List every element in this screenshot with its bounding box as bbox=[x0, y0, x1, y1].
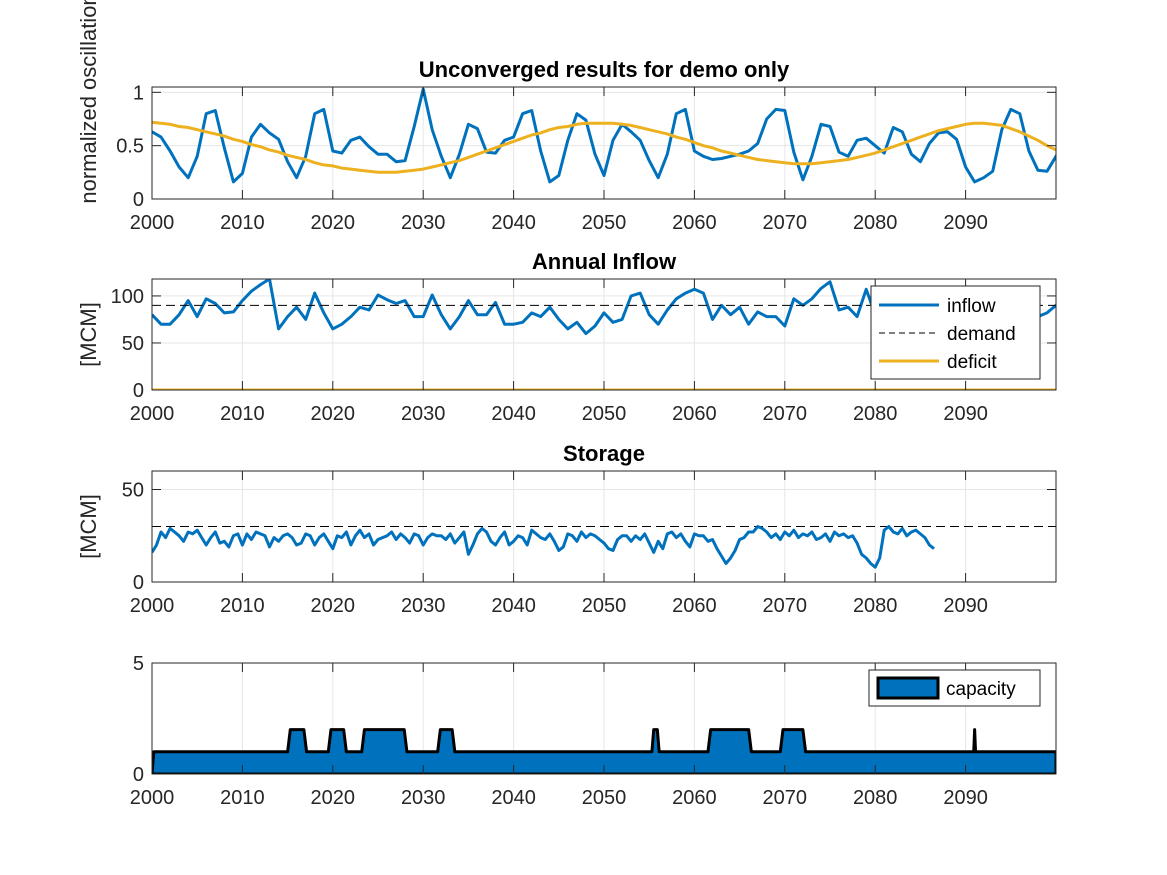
x-tick-label: 2070 bbox=[763, 403, 808, 425]
x-tick-label: 2080 bbox=[853, 595, 898, 617]
x-tick-label: 2060 bbox=[672, 595, 717, 617]
x-tick-label: 2010 bbox=[220, 212, 265, 234]
x-tick-label: 2090 bbox=[943, 787, 988, 809]
y-tick-label: 50 bbox=[122, 480, 144, 502]
legend: inflow demand deficit bbox=[870, 285, 1041, 380]
plot-title: Storage bbox=[563, 441, 645, 466]
x-tick-label: 2080 bbox=[853, 212, 898, 234]
x-tick-label: 2000 bbox=[130, 403, 175, 425]
y-axis-label: normalized oscillations bbox=[76, 0, 101, 204]
plot-title: Unconverged results for demo only bbox=[419, 57, 790, 82]
y-tick-label: 5 bbox=[133, 653, 144, 675]
x-tick-label: 2010 bbox=[220, 403, 265, 425]
x-tick-label: 2090 bbox=[943, 403, 988, 425]
x-tick-label: 2030 bbox=[401, 212, 446, 234]
x-tick-label: 2060 bbox=[672, 403, 717, 425]
x-tick-label: 2040 bbox=[491, 212, 536, 234]
x-tick-label: 2010 bbox=[220, 595, 265, 617]
legend-label-inflow: inflow bbox=[947, 296, 996, 317]
x-tick-label: 2050 bbox=[582, 595, 627, 617]
x-tick-label: 2050 bbox=[582, 212, 627, 234]
x-tick-label: 2040 bbox=[491, 403, 536, 425]
plot-2: 2000 2010 2020 2030 2040 2050 2060 2070 2080 2090… bbox=[76, 249, 1057, 425]
y-tick-label: 0.5 bbox=[116, 136, 144, 158]
y-tick-label: 1 bbox=[133, 82, 144, 104]
x-tick-label: 2010 bbox=[220, 787, 265, 809]
legend-label-capacity: capacity bbox=[946, 679, 1016, 700]
x-tick-label: 2000 bbox=[130, 787, 175, 809]
y-tick-label: 0 bbox=[133, 380, 144, 402]
y-tick-label: 0 bbox=[133, 572, 144, 594]
series-line-1 bbox=[152, 120, 1056, 174]
x-tick-label: 2030 bbox=[401, 595, 446, 617]
x-tick-label: 2090 bbox=[943, 212, 988, 234]
series-line-0 bbox=[152, 525, 935, 569]
x-tick-label: 2090 bbox=[943, 595, 988, 617]
x-tick-label: 2040 bbox=[491, 787, 536, 809]
y-axis-label: [MCM] bbox=[76, 302, 101, 367]
y-tick-label: 50 bbox=[122, 333, 144, 355]
data-layer bbox=[152, 728, 1056, 774]
plot-3: 2000 2010 2020 2030 2040 2050 2060 2070 2080 2090… bbox=[76, 441, 1057, 617]
x-tick-label: 2000 bbox=[130, 212, 175, 234]
y-axis-label: [MCM] bbox=[76, 494, 101, 559]
x-tick-label: 2020 bbox=[311, 403, 356, 425]
x-tick-label: 2080 bbox=[853, 787, 898, 809]
x-tick-label: 2020 bbox=[311, 212, 356, 234]
x-tick-label: 2070 bbox=[763, 595, 808, 617]
series-capacity-area bbox=[152, 728, 1056, 774]
x-tick-label: 2030 bbox=[401, 787, 446, 809]
y-tick-label: 100 bbox=[111, 286, 144, 308]
plot-4: 2000 2010 2020 2030 2040 2050 2060 2070 2080 2090… bbox=[130, 653, 1057, 809]
legend-label-deficit: deficit bbox=[947, 352, 997, 373]
plots-container: 2000 2010 2020 2030 2040 2050 2060 2070 2080 2090… bbox=[76, 0, 1057, 809]
x-tick-label: 2040 bbox=[491, 595, 536, 617]
x-tick-label: 2050 bbox=[582, 403, 627, 425]
plot-1: 2000 2010 2020 2030 2040 2050 2060 2070 2080 2090… bbox=[76, 0, 1057, 234]
legend-swatch-capacity bbox=[876, 676, 940, 700]
x-tick-label: 2070 bbox=[763, 787, 808, 809]
y-tick-label: 0 bbox=[133, 764, 144, 786]
data-layer bbox=[152, 525, 1056, 569]
x-tick-label: 2070 bbox=[763, 212, 808, 234]
x-tick-label: 2020 bbox=[311, 787, 356, 809]
legend: capacity bbox=[868, 669, 1041, 707]
x-tick-label: 2080 bbox=[853, 403, 898, 425]
legend-label-demand: demand bbox=[947, 324, 1016, 345]
x-tick-label: 2020 bbox=[311, 595, 356, 617]
y-tick-label: 0 bbox=[133, 189, 144, 211]
data-layer bbox=[152, 87, 1056, 184]
x-tick-label: 2000 bbox=[130, 595, 175, 617]
plot-title: Annual Inflow bbox=[532, 249, 677, 274]
x-tick-label: 2060 bbox=[672, 787, 717, 809]
x-tick-label: 2060 bbox=[672, 212, 717, 234]
x-tick-label: 2030 bbox=[401, 403, 446, 425]
x-tick-label: 2050 bbox=[582, 787, 627, 809]
series-line-0 bbox=[152, 87, 1056, 184]
